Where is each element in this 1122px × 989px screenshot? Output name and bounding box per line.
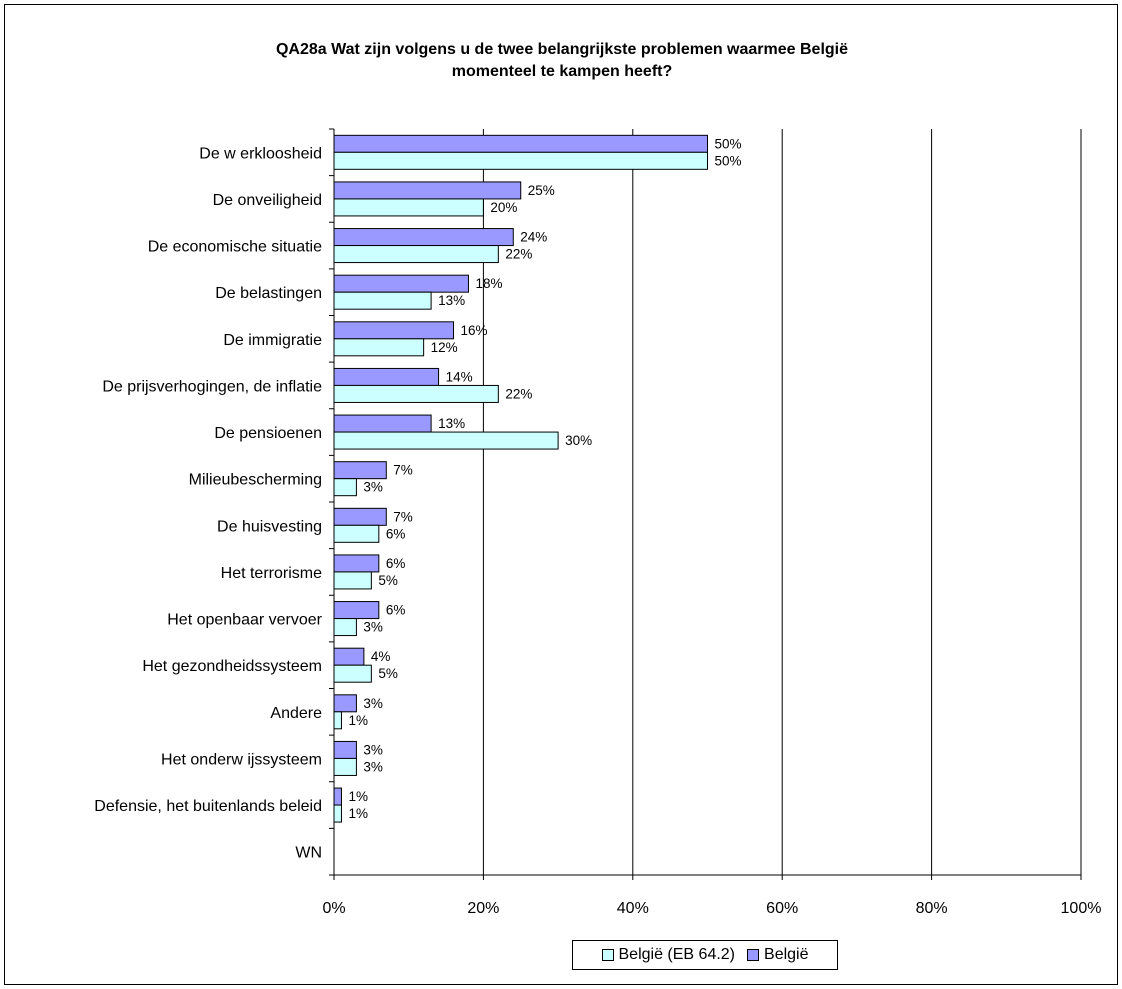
data-label: 5%	[378, 666, 398, 681]
bar	[333, 151, 708, 170]
bar	[333, 740, 357, 759]
bar	[333, 507, 387, 526]
bar	[333, 618, 357, 637]
legend-item-belgie: België	[747, 946, 809, 964]
bar	[333, 461, 387, 480]
bar	[333, 554, 380, 573]
data-label: 22%	[505, 386, 532, 401]
x-tick-label: 20%	[467, 900, 499, 917]
data-label: 3%	[363, 480, 383, 495]
bar	[333, 274, 469, 293]
category-label: Het onderw ijssysteem	[161, 751, 322, 768]
data-label: 7%	[393, 463, 413, 478]
legend-label-eb642: België (EB 64.2)	[618, 946, 736, 963]
data-label: 3%	[363, 696, 383, 711]
data-label: 50%	[715, 136, 742, 151]
data-label: 5%	[378, 573, 398, 588]
category-label: Het gezondheidssysteem	[142, 658, 322, 675]
data-label: 50%	[715, 153, 742, 168]
x-tick-label: 80%	[916, 900, 948, 917]
bar	[333, 134, 708, 153]
x-tick-label: 100%	[1061, 900, 1102, 917]
bar	[333, 431, 559, 450]
data-label: 25%	[528, 183, 555, 198]
data-label: 13%	[438, 416, 465, 431]
data-label: 3%	[363, 742, 383, 757]
data-label: 6%	[386, 603, 406, 618]
bar	[333, 367, 440, 386]
category-label: Het terrorisme	[221, 565, 322, 582]
bar	[333, 524, 380, 543]
category-label: De onveiligheid	[213, 192, 322, 209]
category-label: De w erkloosheid	[199, 145, 322, 162]
data-label: 6%	[386, 526, 406, 541]
chart-title-line-2: momenteel te kampen heeft?	[451, 63, 673, 80]
bar	[333, 571, 372, 590]
category-label: Defensie, het buitenlands beleid	[94, 798, 322, 815]
bar	[333, 384, 499, 403]
bar	[333, 181, 522, 200]
category-label: De belastingen	[215, 285, 322, 302]
x-tick-label: 40%	[617, 900, 649, 917]
category-label: De economische situatie	[148, 239, 322, 256]
category-label: De huisvesting	[217, 518, 322, 535]
category-label: Milieubescherming	[189, 472, 322, 489]
legend-label-belgie: België	[764, 946, 809, 963]
bar	[333, 711, 342, 730]
bar	[333, 198, 484, 217]
data-label: 14%	[446, 369, 473, 384]
legend-swatch-belgie	[747, 949, 760, 961]
x-tick-label: 60%	[766, 900, 798, 917]
data-label: 1%	[348, 789, 368, 804]
chart-title: QA28a Wat zijn volgens u de twee belangr…	[5, 39, 1119, 83]
data-label: 6%	[386, 556, 406, 571]
bar	[333, 787, 342, 806]
bar	[333, 321, 455, 340]
data-label: 13%	[438, 293, 465, 308]
category-label: WN	[295, 845, 322, 862]
bar	[333, 291, 432, 310]
category-label: De pensioenen	[214, 425, 322, 442]
data-label: 18%	[475, 276, 502, 291]
category-label: Het openbaar vervoer	[167, 612, 322, 629]
data-label: 1%	[348, 713, 368, 728]
data-label: 3%	[363, 620, 383, 635]
category-label: De prijsverhogingen, de inflatie	[102, 378, 322, 395]
bar	[333, 757, 357, 776]
bar	[333, 804, 342, 823]
bar	[333, 601, 380, 620]
bar	[333, 694, 357, 713]
bar	[333, 245, 499, 264]
data-label: 16%	[461, 323, 488, 338]
data-label: 24%	[520, 230, 547, 245]
data-label: 7%	[393, 509, 413, 524]
chart-title-line-1: QA28a Wat zijn volgens u de twee belangr…	[275, 41, 849, 58]
bar	[333, 478, 357, 497]
legend-swatch-eb642	[601, 949, 614, 961]
data-label: 3%	[363, 759, 383, 774]
data-label: 22%	[505, 247, 532, 262]
data-label: 20%	[490, 200, 517, 215]
bar	[333, 647, 365, 666]
chart-legend: België (EB 64.2) België	[572, 940, 838, 970]
bar	[333, 338, 425, 357]
bar	[333, 228, 514, 247]
data-label: 4%	[371, 649, 391, 664]
bar	[333, 414, 432, 433]
legend-item-eb642: België (EB 64.2)	[601, 946, 736, 964]
category-label: Andere	[270, 705, 322, 722]
data-label: 1%	[348, 806, 368, 821]
x-tick-label: 0%	[322, 900, 345, 917]
category-label: De immigratie	[223, 332, 322, 349]
data-label: 30%	[565, 433, 592, 448]
data-label: 12%	[431, 340, 458, 355]
bar	[333, 664, 372, 683]
